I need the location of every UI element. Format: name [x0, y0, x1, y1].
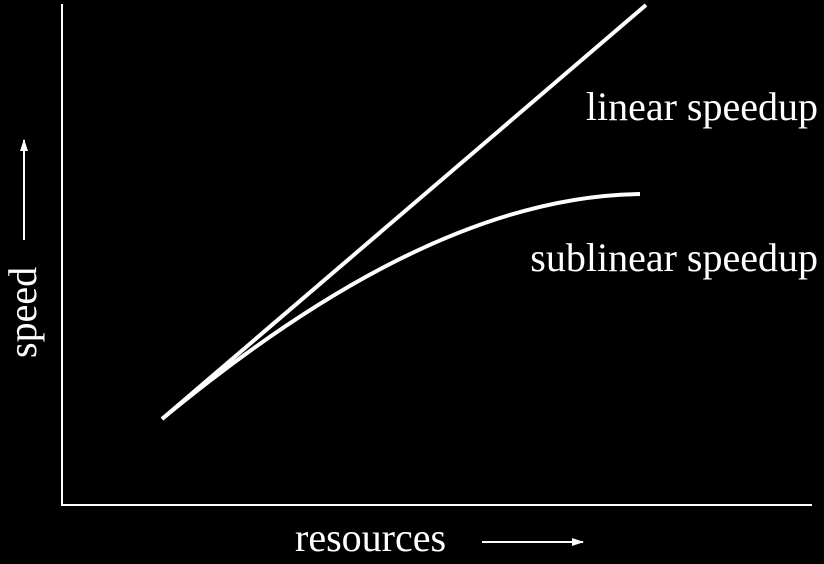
linear-curve — [160, 3, 648, 421]
sublinear-label: sublinear speedup — [530, 235, 818, 280]
linear-label: linear speedup — [586, 84, 818, 129]
x-axis-label: resources — [295, 515, 446, 560]
y-axis-label: speed — [0, 267, 45, 358]
sublinear-curve — [160, 192, 641, 421]
